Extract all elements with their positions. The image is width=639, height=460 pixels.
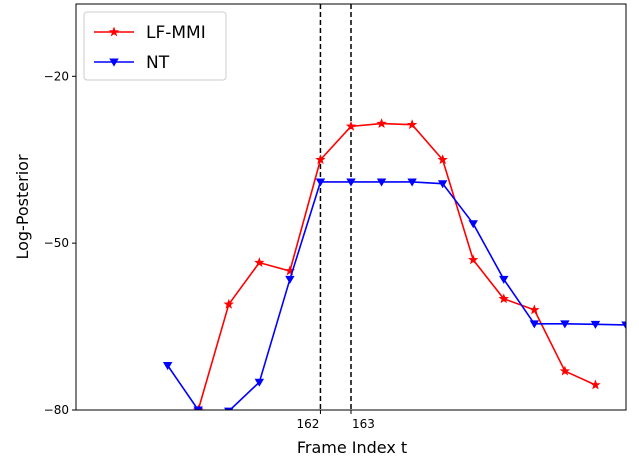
x-axis-label: Frame Index t (297, 438, 407, 457)
legend-label-lf-mmi: LF-MMI (146, 23, 206, 43)
data-point-lf-mmi (315, 154, 326, 165)
data-point-lf-mmi (223, 298, 234, 309)
y-tick-label: −50 (44, 236, 69, 250)
data-point-nt (254, 378, 265, 387)
data-point-lf-mmi (529, 304, 540, 315)
data-point-nt (162, 362, 173, 371)
data-point-nt (346, 178, 356, 187)
y-tick-label: −80 (44, 403, 69, 417)
data-point-nt (193, 406, 203, 410)
data-point-lf-mmi (468, 254, 479, 265)
data-point-lf-mmi (345, 120, 357, 131)
data-point-lf-mmi (254, 257, 265, 268)
data-point-nt (285, 275, 295, 284)
data-point-nt (499, 275, 509, 284)
legend-marker-lf-mmi (108, 26, 120, 37)
data-point-lf-mmi (376, 118, 387, 128)
y-tick-label: −20 (44, 69, 69, 83)
data-point-nt (376, 178, 387, 187)
data-point-lf-mmi (498, 293, 509, 304)
legend-box (83, 11, 227, 81)
data-point-nt (224, 407, 234, 410)
legend-marker-nt (109, 58, 119, 67)
data-point-nt (407, 178, 417, 187)
data-point-lf-mmi (559, 365, 571, 376)
x-tick-label: 163 (352, 417, 375, 431)
legend: LF-MMI NT (83, 11, 227, 81)
legend-label-nt: NT (146, 53, 170, 73)
series-line-nt (167, 181, 626, 410)
data-point-nt (621, 321, 626, 330)
y-axis-label: Log-Posterior (13, 154, 32, 259)
data-point-nt (315, 178, 326, 187)
data-point-nt (437, 180, 448, 189)
data-point-nt (468, 220, 478, 229)
data-point-nt (529, 320, 540, 329)
data-point-nt (560, 320, 570, 329)
data-point-lf-mmi (406, 119, 418, 130)
plot-area (162, 4, 626, 410)
data-point-lf-mmi (590, 379, 601, 390)
axes: −20 −50 −80 162 163 (44, 69, 375, 431)
data-point-nt (590, 320, 601, 329)
data-point-lf-mmi (437, 154, 448, 165)
x-tick-label: 162 (297, 417, 320, 431)
series-line-lf-mmi (197, 122, 596, 410)
